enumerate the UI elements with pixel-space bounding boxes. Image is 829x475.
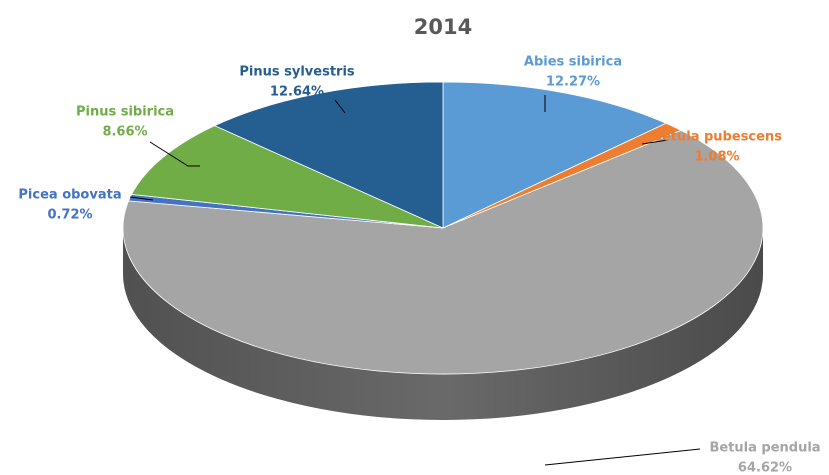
slice bbox=[213, 81, 444, 229]
leader-line bbox=[334, 99, 346, 114]
slice-side-shade bbox=[123, 228, 763, 420]
slice bbox=[122, 129, 764, 375]
slice-label: Picea obovata bbox=[18, 188, 121, 203]
slice-value-label: 8.66% bbox=[102, 125, 147, 140]
slice-label: Betula pendula bbox=[709, 441, 820, 456]
slice-value-label: 12.64% bbox=[270, 85, 324, 100]
leader-line bbox=[129, 196, 154, 201]
chart-title: 2014 bbox=[414, 15, 472, 39]
slice-label: Abies sibirica bbox=[524, 55, 622, 70]
slice-value-label: 0.72% bbox=[47, 208, 92, 223]
slice-label: Pinus sibirica bbox=[76, 105, 174, 120]
slice-value-label: 1.08% bbox=[694, 150, 739, 165]
slice bbox=[442, 81, 667, 229]
slice-value-label: 12.27% bbox=[546, 75, 600, 90]
slice-label: Betula pubescens bbox=[652, 130, 782, 145]
leader-line bbox=[149, 141, 200, 167]
leader-line bbox=[641, 139, 669, 145]
slice-label: Pinus sylvestris bbox=[239, 65, 355, 80]
slice-value-label: 64.62% bbox=[738, 461, 792, 475]
leader-line bbox=[544, 448, 701, 466]
slice bbox=[130, 125, 444, 229]
